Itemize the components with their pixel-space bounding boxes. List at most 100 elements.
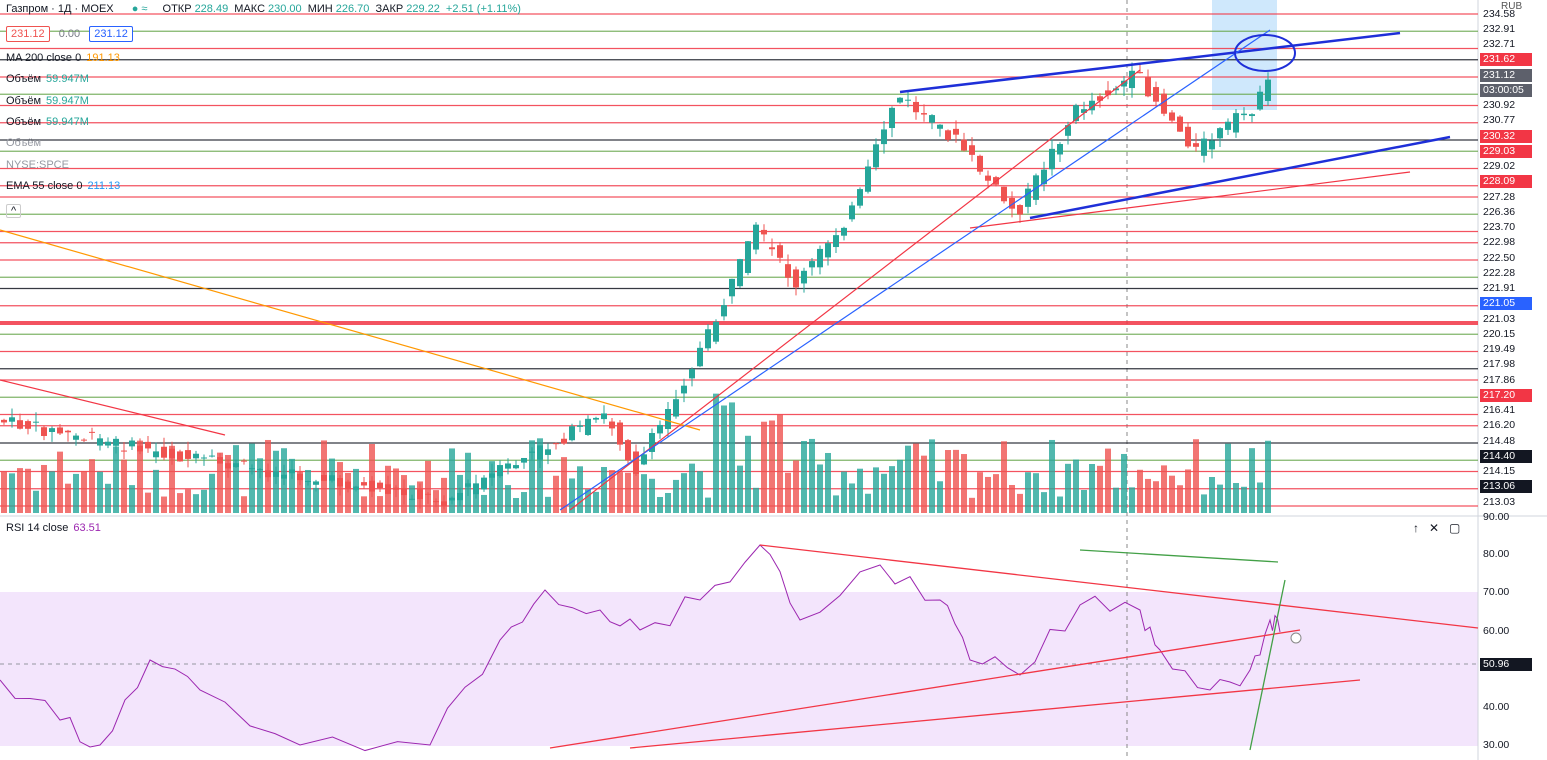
volume-bar — [41, 464, 47, 513]
indicator-name[interactable]: Объём — [6, 73, 42, 86]
rsi-trend-line — [759, 544, 1479, 629]
candle-body — [1249, 114, 1255, 117]
rsi-label: 40.00 — [1483, 700, 1510, 713]
volume-bar — [145, 492, 151, 513]
candle-body — [793, 269, 799, 288]
indicator-value: 59.947M — [46, 115, 89, 128]
pane-buttons[interactable]: ↑ ✕ ▢ — [1413, 521, 1461, 535]
volume-bar — [961, 454, 967, 513]
volume-bar — [289, 458, 295, 513]
candle-body — [913, 101, 919, 113]
volume-bar — [153, 469, 159, 513]
candle-body — [1177, 116, 1183, 132]
volume-bar — [249, 443, 255, 513]
volume-bar — [713, 393, 719, 513]
volume-bar — [657, 496, 663, 513]
ask[interactable]: 231.12 — [89, 26, 133, 42]
volume-bar — [81, 470, 87, 513]
indicator-name[interactable]: Объём — [6, 94, 42, 107]
header: Газпром · 1Д · MOEX ● ≈ ОТКР 228.49 МАКС 2… — [6, 3, 521, 15]
candle-body — [881, 129, 887, 145]
candle-body — [593, 417, 599, 420]
trend-line — [0, 379, 226, 436]
volume-bar — [313, 487, 319, 513]
volume-bar — [937, 481, 943, 513]
symbol[interactable]: Газпром · 1Д · MOEX — [6, 3, 114, 15]
volume-bar — [705, 497, 711, 513]
candle-body — [849, 205, 855, 220]
candle-body — [153, 451, 159, 458]
candle-body — [545, 449, 551, 455]
volume-bar — [1161, 465, 1167, 513]
volume-bar — [89, 459, 95, 513]
collapse-button[interactable]: ^ — [6, 204, 22, 218]
volume-bar — [1169, 475, 1175, 513]
candle-body — [665, 409, 671, 430]
rsi-trend-line — [629, 679, 1361, 749]
price-label: 222.98 — [1483, 236, 1516, 249]
volume-bar — [1073, 459, 1079, 513]
volume-bar — [345, 472, 351, 513]
candle-body — [785, 264, 791, 278]
indicator-name[interactable]: MA 200 close 0 — [6, 52, 82, 64]
volume-bar — [553, 475, 559, 513]
candle-body — [1089, 100, 1095, 111]
indicator-name[interactable]: Объём — [6, 115, 42, 128]
volume-bar — [1129, 487, 1135, 513]
candle-body — [825, 243, 831, 258]
rsi-title: RSI 14 close — [6, 522, 69, 534]
indicator-name[interactable]: NYSE:SPCE — [6, 158, 69, 171]
volume-bar — [1049, 439, 1055, 513]
volume-bar — [513, 497, 519, 513]
volume-bar — [257, 458, 263, 513]
volume-bar — [865, 493, 871, 513]
volume-bar — [585, 489, 591, 513]
volume-bar — [817, 464, 823, 513]
candle-body — [801, 270, 807, 284]
candle-body — [97, 438, 103, 446]
volume-bar — [1113, 487, 1119, 513]
rsi-trend-line — [1249, 579, 1286, 751]
volume-bar — [617, 472, 623, 513]
bid[interactable]: 231.12 — [6, 26, 50, 42]
candle-body — [177, 451, 183, 462]
candle-body — [553, 443, 559, 445]
volume-bar — [1137, 469, 1143, 513]
volume-bar — [353, 468, 359, 513]
volume-bar — [577, 466, 583, 513]
candle-body — [513, 465, 519, 469]
candle-body — [969, 145, 975, 155]
candle-body — [833, 235, 839, 248]
candle-body — [361, 482, 367, 486]
candle-body — [889, 107, 895, 129]
indicator-name[interactable]: EMA 55 close 0 — [6, 179, 83, 192]
volume-bar — [601, 467, 607, 513]
volume-bar — [729, 402, 735, 513]
volume-bar — [321, 440, 327, 513]
price-label: 232.71 — [1483, 38, 1516, 50]
volume-bar — [681, 473, 687, 513]
volume-bar — [1249, 448, 1255, 513]
volume-bar — [649, 478, 655, 513]
candle-body — [473, 483, 479, 495]
volume-bar — [945, 450, 951, 513]
volume-bar — [977, 472, 983, 513]
candle-body — [865, 166, 871, 192]
candle-body — [1065, 125, 1071, 136]
volume-bar — [737, 465, 743, 513]
trend-line — [569, 69, 1141, 511]
legend-row: Объём — [6, 137, 41, 149]
candle-body — [89, 431, 95, 433]
volume-bar — [1097, 465, 1103, 513]
volume-bar — [393, 468, 399, 513]
candle-body — [745, 241, 751, 273]
candle-body — [1057, 144, 1063, 155]
indicator-name[interactable]: Объём — [6, 137, 42, 150]
volume-bar — [1041, 492, 1047, 513]
candle-body — [1217, 128, 1223, 139]
candle-body — [1137, 72, 1143, 74]
candle-body — [641, 454, 647, 465]
volume-bar — [857, 468, 863, 513]
volume-bar — [537, 438, 543, 513]
volume-bar — [417, 481, 423, 513]
